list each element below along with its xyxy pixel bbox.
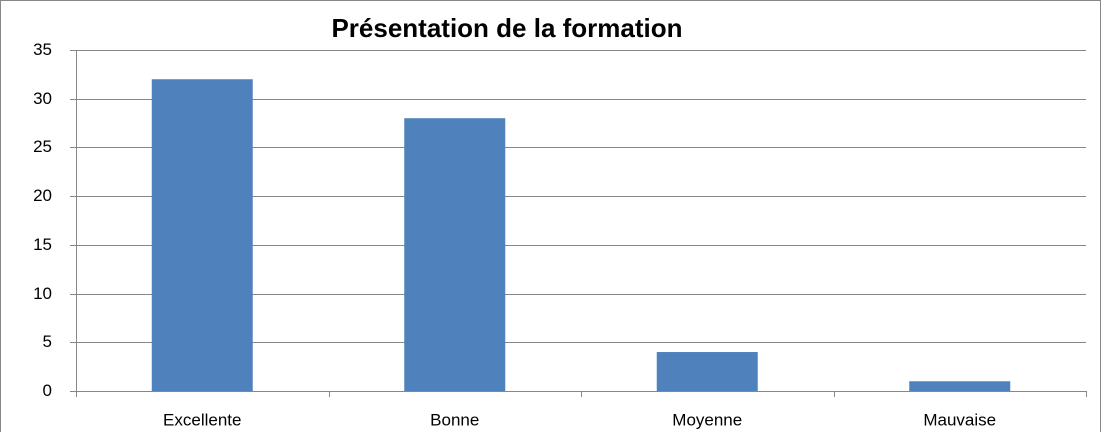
y-tick-label: 10 [33,284,52,303]
x-tick-label: Bonne [430,410,479,429]
y-tick-label: 5 [43,332,52,351]
bar [656,352,758,391]
chart-title: Présentation de la formation [331,13,682,43]
y-tick-label: 30 [33,89,52,108]
y-tick-label: 35 [33,40,52,59]
x-tick-label: Moyenne [672,410,742,429]
x-tick-label: Excellente [163,410,241,429]
y-tick-label: 15 [33,235,52,254]
bar [909,381,1011,391]
y-tick-label: 25 [33,137,52,156]
x-tick-label: Mauvaise [923,410,996,429]
y-tick-label: 20 [33,186,52,205]
y-tick-label: 0 [43,381,52,400]
bar [151,79,253,391]
bar [404,118,506,391]
